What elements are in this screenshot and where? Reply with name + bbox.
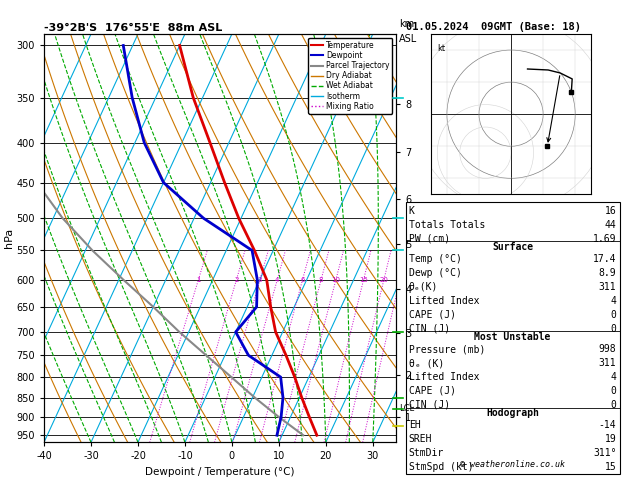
- Text: Hodograph: Hodograph: [486, 408, 539, 418]
- Text: 8.9: 8.9: [599, 268, 616, 278]
- Text: km: km: [399, 19, 415, 30]
- Text: K: K: [409, 206, 415, 216]
- Text: Totals Totals: Totals Totals: [409, 220, 485, 230]
- Text: Dewp (°C): Dewp (°C): [409, 268, 462, 278]
- Text: CAPE (J): CAPE (J): [409, 386, 456, 396]
- Text: Surface: Surface: [492, 242, 533, 252]
- Text: Lifted Index: Lifted Index: [409, 372, 479, 382]
- Text: PW (cm): PW (cm): [409, 234, 450, 244]
- Text: © weatheronline.co.uk: © weatheronline.co.uk: [460, 460, 565, 469]
- Text: Pressure (mb): Pressure (mb): [409, 344, 485, 354]
- Text: 0: 0: [611, 400, 616, 410]
- Text: 20: 20: [379, 277, 388, 283]
- Text: 4: 4: [611, 372, 616, 382]
- Text: 15: 15: [359, 277, 368, 283]
- Text: CIN (J): CIN (J): [409, 400, 450, 410]
- Text: 1: 1: [196, 277, 201, 283]
- Text: 10: 10: [331, 277, 340, 283]
- Text: Most Unstable: Most Unstable: [474, 332, 551, 342]
- Text: CIN (J): CIN (J): [409, 324, 450, 334]
- Text: StmSpd (kt): StmSpd (kt): [409, 462, 474, 472]
- X-axis label: Dewpoint / Temperature (°C): Dewpoint / Temperature (°C): [145, 467, 295, 477]
- Text: 311: 311: [599, 358, 616, 368]
- Text: 01.05.2024  09GMT (Base: 18): 01.05.2024 09GMT (Base: 18): [406, 22, 581, 32]
- Text: 311: 311: [599, 282, 616, 292]
- Text: ASL: ASL: [399, 34, 418, 44]
- Text: -39°2B'S  176°55'E  88m ASL: -39°2B'S 176°55'E 88m ASL: [44, 23, 222, 33]
- Text: Lifted Index: Lifted Index: [409, 296, 479, 306]
- Text: StmDir: StmDir: [409, 448, 444, 458]
- Text: EH: EH: [409, 420, 421, 430]
- Y-axis label: hPa: hPa: [4, 228, 14, 248]
- Text: SREH: SREH: [409, 434, 432, 444]
- Text: θₑ (K): θₑ (K): [409, 358, 444, 368]
- Text: 998: 998: [599, 344, 616, 354]
- Legend: Temperature, Dewpoint, Parcel Trajectory, Dry Adiabat, Wet Adiabat, Isotherm, Mi: Temperature, Dewpoint, Parcel Trajectory…: [308, 38, 392, 114]
- Text: 0: 0: [611, 310, 616, 320]
- Text: 8: 8: [319, 277, 323, 283]
- Text: 16: 16: [604, 206, 616, 216]
- Text: 0: 0: [611, 386, 616, 396]
- Text: kt: kt: [437, 44, 445, 52]
- Text: CAPE (J): CAPE (J): [409, 310, 456, 320]
- Text: 4: 4: [611, 296, 616, 306]
- Text: -14: -14: [599, 420, 616, 430]
- Text: 1.69: 1.69: [593, 234, 616, 244]
- Text: 19: 19: [604, 434, 616, 444]
- Text: 44: 44: [604, 220, 616, 230]
- Text: 4: 4: [275, 277, 279, 283]
- Text: 3: 3: [258, 277, 262, 283]
- Text: 2: 2: [234, 277, 238, 283]
- Text: Temp (°C): Temp (°C): [409, 254, 462, 264]
- Text: LCL: LCL: [399, 404, 414, 413]
- Text: 6: 6: [300, 277, 304, 283]
- Text: 311°: 311°: [593, 448, 616, 458]
- Text: 17.4: 17.4: [593, 254, 616, 264]
- Text: 0: 0: [611, 324, 616, 334]
- Text: θₑ(K): θₑ(K): [409, 282, 438, 292]
- Text: 15: 15: [604, 462, 616, 472]
